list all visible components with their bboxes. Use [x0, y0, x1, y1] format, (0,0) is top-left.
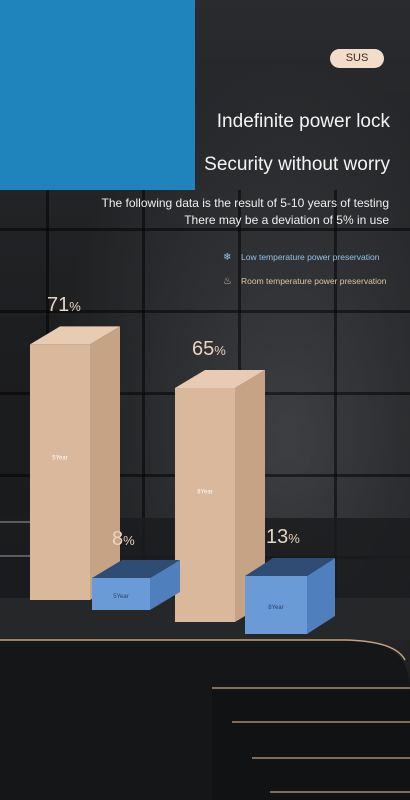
- bar-year-label: 8Year: [268, 605, 283, 611]
- bar-8year-65: 8Year: [175, 370, 265, 622]
- legend-item-room-temperature: ♨ Room temperature power preservation: [223, 276, 387, 287]
- bar-year-label: 8Year: [197, 489, 212, 495]
- data-label-8: 8%: [112, 528, 135, 550]
- bar-side-face: [307, 558, 335, 634]
- legend-label-room: Room temperature power preservation: [241, 276, 387, 286]
- data-label-13: 13%: [266, 526, 300, 548]
- blue-accent-block: [0, 0, 195, 190]
- data-label-71: 71%: [47, 294, 81, 317]
- bars-group: 5Year 8Year 5Year 8Year: [30, 326, 335, 634]
- headline-line-2: Security without worry: [204, 154, 390, 175]
- bar-year-label: 5Year: [113, 594, 128, 600]
- bar-top-face: [175, 370, 265, 388]
- bar-front-face: [245, 576, 307, 634]
- test-note-line-1: The following data is the result of 5-10…: [101, 196, 390, 210]
- headline-line-1: Indefinite power lock: [216, 111, 390, 132]
- bar-5year-8: 5Year: [92, 560, 180, 610]
- bar-front-face: [30, 344, 90, 600]
- bar-front-face: [92, 578, 150, 610]
- bar-5year-71: 5Year: [30, 326, 120, 600]
- sus-badge: SUS: [330, 49, 384, 68]
- bar-year-label: 5Year: [52, 455, 67, 461]
- bar-8year-13: 8Year: [245, 558, 335, 634]
- bar-side-face: [235, 370, 265, 622]
- bar-front-face: [175, 388, 235, 622]
- bar-side-face: [150, 560, 180, 610]
- test-note-line-2: There may be a deviation of 5% in use: [184, 213, 389, 227]
- flame-icon: ♨: [223, 276, 232, 287]
- data-label-65: 65%: [192, 338, 226, 360]
- legend-item-low-temperature: ❄ Low temperature power preservation: [223, 252, 379, 263]
- bar-top-face: [92, 560, 180, 578]
- bar-side-face: [90, 326, 120, 600]
- bar-top-face: [245, 558, 335, 576]
- bar-top-face: [30, 326, 120, 345]
- legend-label-low: Low temperature power preservation: [241, 252, 380, 262]
- snowflake-icon: ❄: [223, 252, 232, 263]
